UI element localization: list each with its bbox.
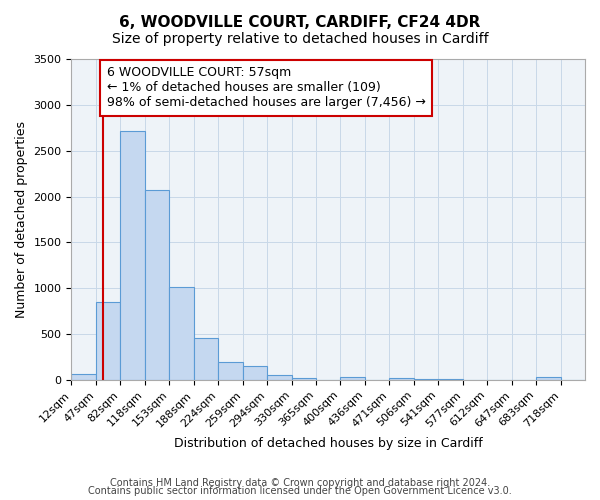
Bar <box>389 378 414 380</box>
Bar <box>169 288 194 380</box>
Bar <box>340 377 365 380</box>
X-axis label: Distribution of detached houses by size in Cardiff: Distribution of detached houses by size … <box>174 437 482 450</box>
Text: Contains HM Land Registry data © Crown copyright and database right 2024.: Contains HM Land Registry data © Crown c… <box>110 478 490 488</box>
Text: 6, WOODVILLE COURT, CARDIFF, CF24 4DR: 6, WOODVILLE COURT, CARDIFF, CF24 4DR <box>119 15 481 30</box>
Bar <box>536 377 560 380</box>
Bar <box>292 378 316 380</box>
Y-axis label: Number of detached properties: Number of detached properties <box>15 121 28 318</box>
Bar <box>71 374 96 380</box>
Bar <box>242 366 267 380</box>
Bar <box>438 379 463 380</box>
Bar <box>145 190 169 380</box>
Text: Contains public sector information licensed under the Open Government Licence v3: Contains public sector information licen… <box>88 486 512 496</box>
Bar <box>96 302 121 380</box>
Bar <box>267 375 292 380</box>
Text: Size of property relative to detached houses in Cardiff: Size of property relative to detached ho… <box>112 32 488 46</box>
Bar <box>194 338 218 380</box>
Bar <box>414 378 438 380</box>
Bar <box>218 362 242 380</box>
Bar <box>121 130 145 380</box>
Text: 6 WOODVILLE COURT: 57sqm
← 1% of detached houses are smaller (109)
98% of semi-d: 6 WOODVILLE COURT: 57sqm ← 1% of detache… <box>107 66 425 110</box>
